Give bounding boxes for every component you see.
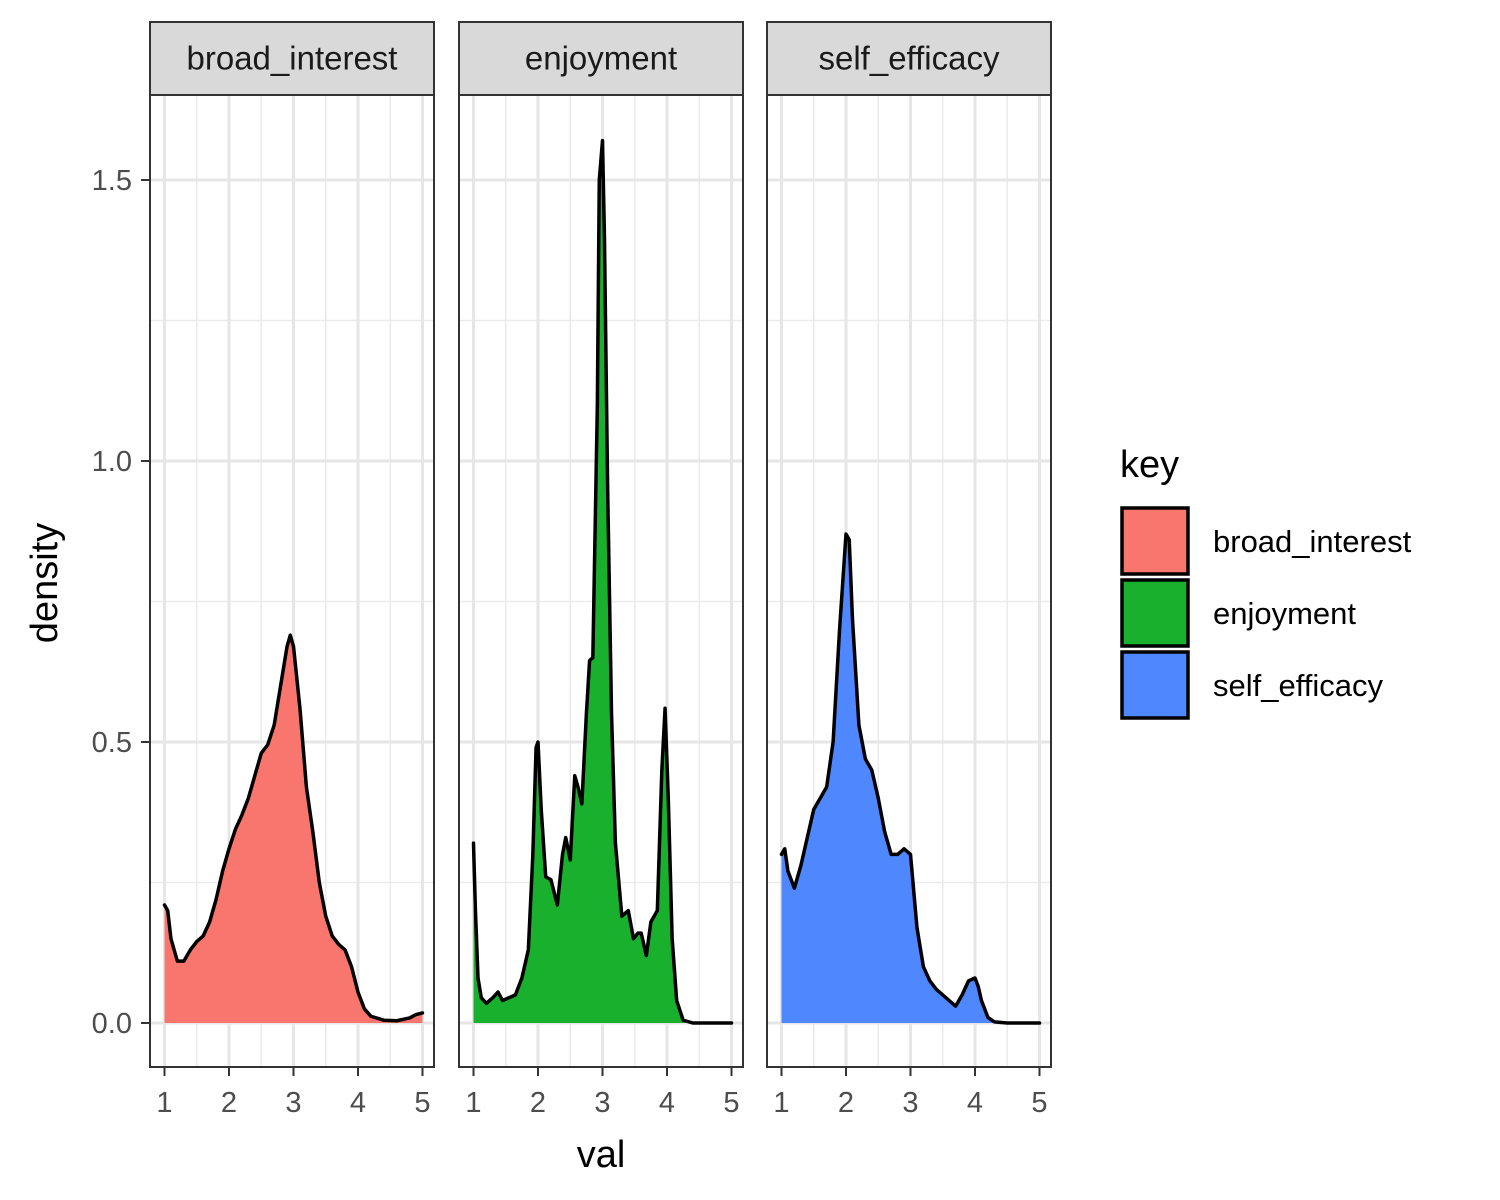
legend-label-enjoyment: enjoyment [1213,596,1356,631]
facet-strip [766,21,1052,96]
facet-panel-enjoyment: enjoyment [458,21,744,1068]
legend-key-enjoyment [1120,578,1190,648]
density-line-broad_interest [162,633,425,1023]
x-axis-title: val [577,1134,626,1176]
x-tick-label: 3 [902,1087,918,1119]
y-tick-label: 0.5 [92,727,132,759]
y-tick-label: 1.5 [92,165,132,197]
x-tick-label: 1 [156,1087,172,1119]
x-tick-label: 3 [594,1087,610,1119]
legend: key broad_interest enjoyment self_efficacy [1120,444,1412,720]
x-tick-label: 4 [350,1087,366,1119]
y-tick-label: 1.0 [92,446,132,478]
facet-strip [458,21,744,96]
x-tick-label: 3 [285,1087,301,1119]
x-tick-label: 2 [530,1087,546,1119]
facet-strip-label: enjoyment [525,40,677,77]
facet-panel-broad_interest: broad_interest [149,21,435,1068]
density-area-broad_interest [164,635,423,1023]
density-line-self_efficacy [779,532,1042,1025]
x-tick-label: 4 [659,1087,675,1119]
x-tick-label: 2 [221,1087,237,1119]
legend-key-broad_interest [1120,506,1190,576]
legend-title: key [1120,444,1179,486]
y-axis-title: density [24,523,66,643]
facet-strip-label: self_efficacy [819,40,1000,77]
density-line-enjoyment [471,138,734,1025]
facet-panels: broad_interest enjoyment self_efficacy [149,21,1052,1068]
facet-panel-self_efficacy: self_efficacy [766,21,1052,1068]
density-area-self_efficacy [781,534,1040,1023]
x-tick-label: 5 [1031,1087,1047,1119]
x-tick-label: 4 [967,1087,983,1119]
x-tick-label: 2 [838,1087,854,1119]
x-tick-label: 1 [465,1087,481,1119]
x-tick-label: 5 [414,1087,430,1119]
x-axes: 1 2 3 4 5 1 2 3 4 5 1 2 3 4 5 [156,1067,1048,1119]
legend-label-self_efficacy: self_efficacy [1213,668,1384,703]
x-tick-label: 5 [723,1087,739,1119]
x-tick-label: 1 [773,1087,789,1119]
legend-key-self_efficacy [1120,650,1190,720]
facet-strip-label: broad_interest [187,40,398,77]
legend-label-broad_interest: broad_interest [1213,524,1412,559]
y-axis: 0.0 0.5 1.0 1.5 [92,165,150,1040]
facet-strip [149,21,435,96]
y-tick-label: 0.0 [92,1008,132,1040]
